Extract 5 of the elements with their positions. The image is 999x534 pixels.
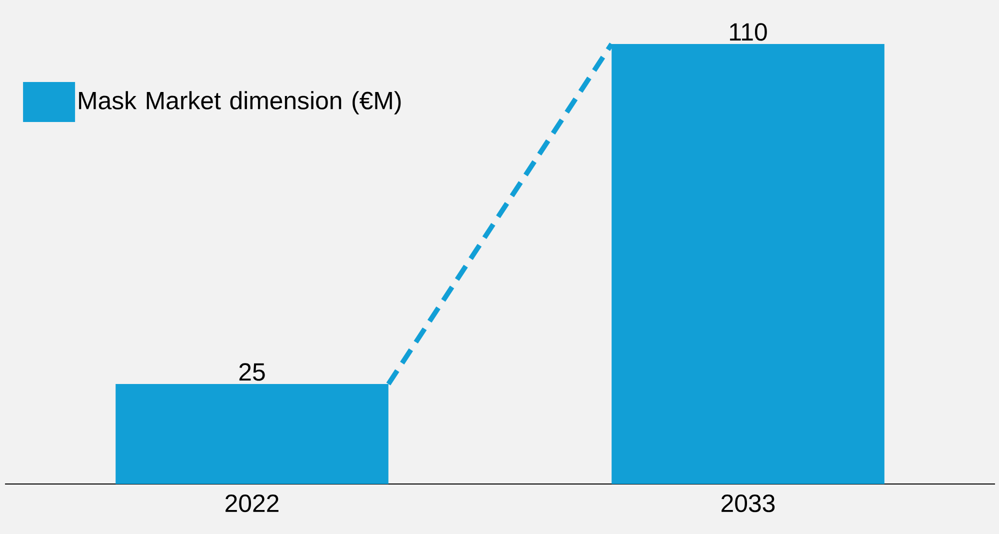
x-tick-label: 2022 (226, 494, 278, 512)
legend-label: Mask Market dimension (€M) (79, 91, 401, 114)
data-label: 25 (239, 363, 265, 381)
x-tick-label: 2033 (722, 494, 775, 512)
data-label: 110 (730, 23, 767, 41)
